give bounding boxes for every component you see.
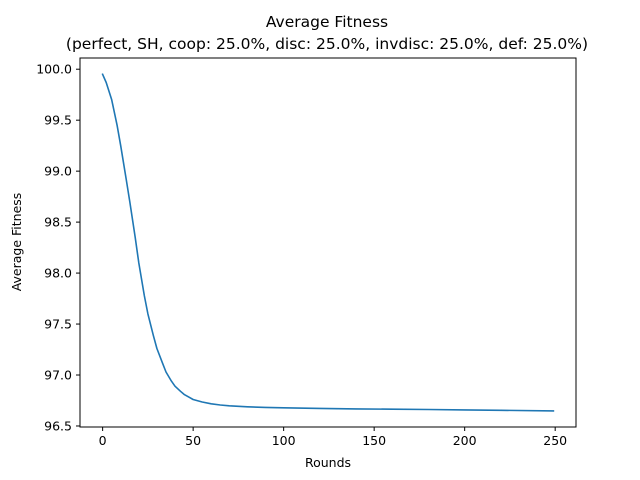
plot-frame bbox=[79, 57, 577, 428]
y-tick-label: 97.5 bbox=[44, 317, 72, 332]
y-axis-label: Average Fitness bbox=[9, 193, 24, 292]
x-tick-label: 100 bbox=[272, 433, 296, 448]
x-tick-label: 200 bbox=[453, 433, 477, 448]
series-layer bbox=[101, 73, 555, 412]
x-tick-label: 250 bbox=[543, 433, 567, 448]
axis-ticks: 0 50 100 150 200 250 96.5 97.0 97.5 98.0 98.5 99.0 9… bbox=[36, 62, 567, 448]
y-tick-label: 97.0 bbox=[44, 368, 72, 383]
y-tick-label: 98.5 bbox=[44, 215, 72, 230]
chart-subtitle: (perfect, SH, coop: 25.0%, disc: 25.0%, … bbox=[66, 35, 588, 53]
x-tick-label: 50 bbox=[185, 433, 201, 448]
x-tick-label: 150 bbox=[362, 433, 386, 448]
y-tick-label: 100.0 bbox=[36, 62, 72, 77]
series-line bbox=[101, 73, 555, 412]
y-tick-label: 98.0 bbox=[44, 266, 72, 281]
y-tick-label: 99.0 bbox=[44, 164, 72, 179]
x-axis-label: Rounds bbox=[305, 455, 351, 470]
y-tick-label: 96.5 bbox=[44, 418, 72, 433]
x-tick-label: 0 bbox=[99, 433, 107, 448]
y-tick-label: 99.5 bbox=[44, 113, 72, 128]
chart-title: Average Fitness bbox=[266, 13, 388, 31]
